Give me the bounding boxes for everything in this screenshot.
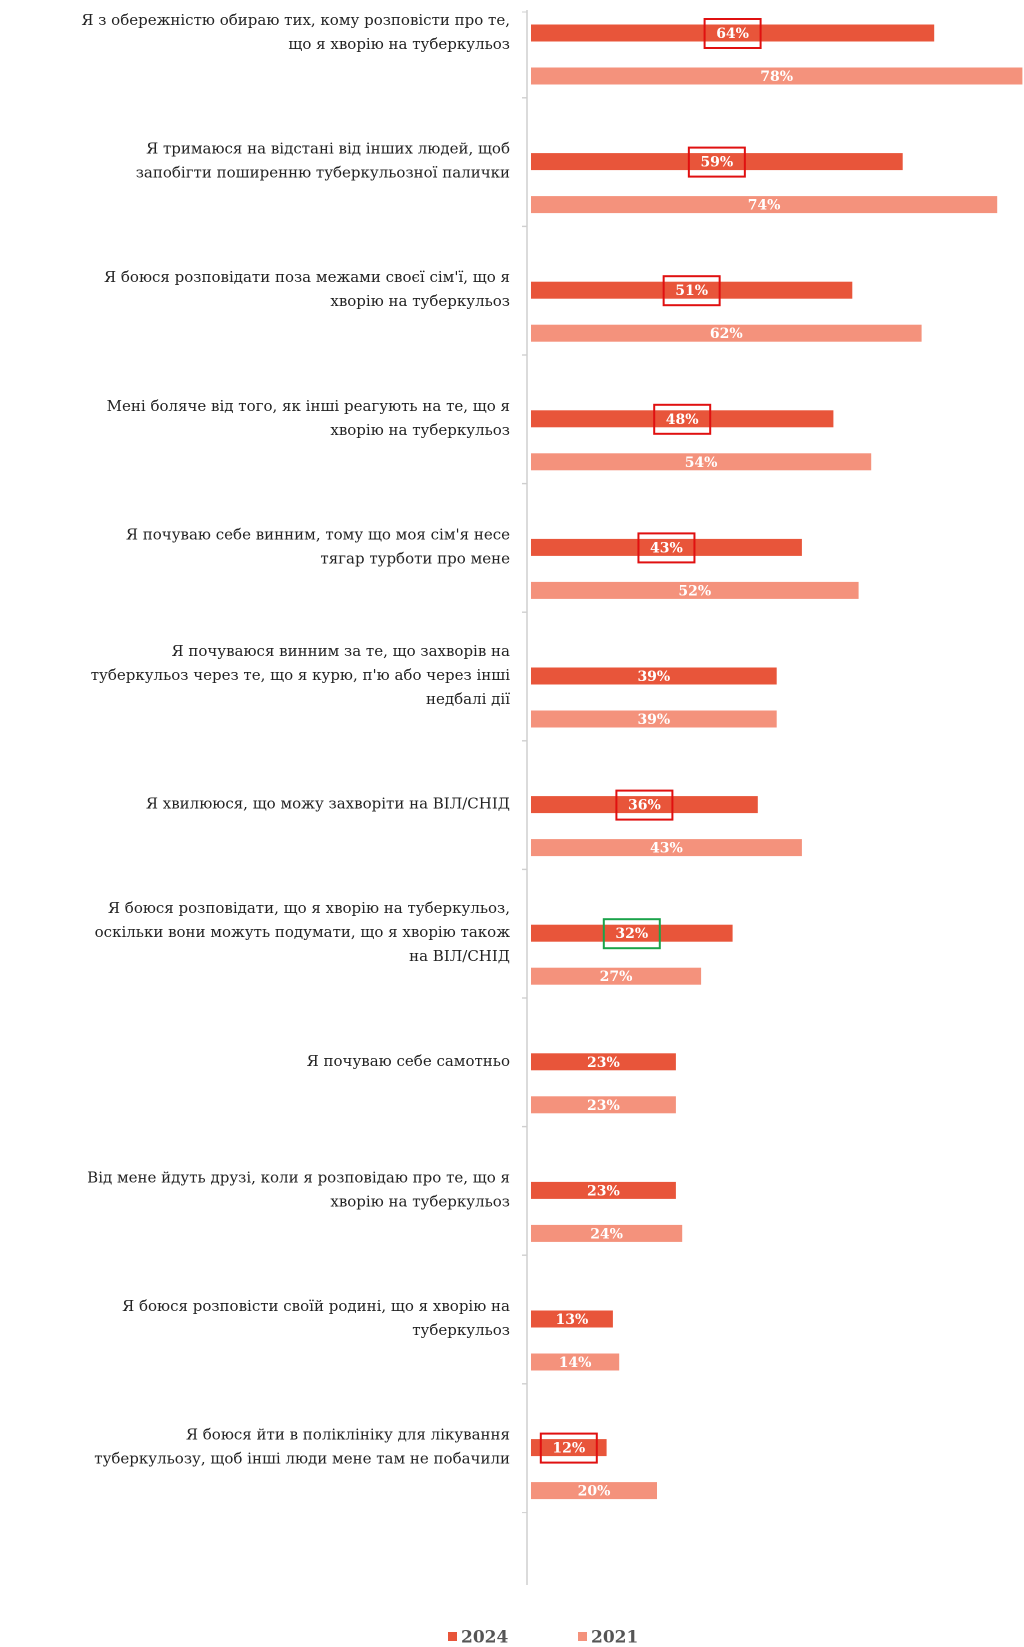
value-label: 23% <box>587 1098 620 1114</box>
value-label: 12% <box>552 1441 585 1457</box>
bar <box>531 1353 620 1371</box>
bar <box>531 1310 613 1328</box>
category-label: Я боюся йти в поліклініку для лікування т… <box>94 1426 510 1468</box>
category-label-line: на ВІЛ/СНІД <box>409 947 510 965</box>
category-label: Я боюся розповідати, що я хворію на тубе… <box>95 899 511 965</box>
highlight-box <box>653 403 712 435</box>
bar <box>531 196 998 214</box>
bar <box>531 581 859 599</box>
legend-swatch <box>578 1632 587 1641</box>
category-label: Я почуваюся винним за те, що захворів на… <box>91 642 510 708</box>
bar <box>531 281 853 299</box>
category-label-line: запобігти поширенню туберкульозної палич… <box>136 164 510 182</box>
category-label-line: Я хвилююся, що можу захворіти на ВІЛ/СНІ… <box>146 795 510 813</box>
legend-label: 2024 <box>461 1628 508 1647</box>
value-label: 74% <box>748 198 781 214</box>
bar <box>531 1482 657 1500</box>
category-label: Я з обережністю обираю тих, кому розпові… <box>81 11 510 53</box>
category-label-line: Я боюся йти в поліклініку для лікування <box>186 1426 510 1444</box>
legend-swatch <box>448 1632 457 1641</box>
category-label-line: Мені боляче від того, як інші реагують н… <box>107 397 510 415</box>
bar <box>531 324 922 342</box>
category-label: Я боюся розповісти своїй родині, що я хв… <box>122 1297 510 1339</box>
value-label: 52% <box>678 583 711 599</box>
category-label: Я хвилююся, що можу захворіти на ВІЛ/СНІ… <box>146 795 510 813</box>
value-label: 78% <box>760 69 793 85</box>
value-label: 39% <box>637 712 670 728</box>
category-label: Я боюся розповідати поза межами своєї сі… <box>104 268 510 310</box>
category-label-line: хворію на туберкульоз <box>330 292 510 310</box>
category-label-line: недбалі дії <box>426 690 510 708</box>
bar <box>531 538 802 556</box>
value-label: 51% <box>675 283 708 299</box>
highlight-box <box>615 789 674 821</box>
value-label: 43% <box>650 841 683 857</box>
highlight-box <box>703 18 762 49</box>
highlight-box <box>539 1432 598 1464</box>
value-label: 32% <box>615 926 648 942</box>
value-label: 36% <box>628 798 661 814</box>
category-label-line: туберкульозу, щоб інші люди мене там не … <box>94 1450 510 1468</box>
category-label-line: Я почуваю себе винним, тому що моя сім'я… <box>126 525 510 543</box>
category-label-line: Я боюся розповісти своїй родині, що я хв… <box>122 1297 510 1315</box>
value-label: 62% <box>710 326 743 342</box>
value-label: 20% <box>578 1484 611 1500</box>
category-label: Я тримаюся на відстані від інших людей, … <box>136 140 510 182</box>
category-label-line: Я з обережністю обираю тих, кому розпові… <box>81 11 510 29</box>
highlight-box <box>637 532 696 564</box>
bar <box>531 1181 676 1199</box>
category-label-line: що я хворію на туберкульоз <box>288 35 510 53</box>
bar <box>531 67 1023 85</box>
highlight-box <box>602 918 661 950</box>
bar <box>531 1053 676 1071</box>
legend-label: 2021 <box>591 1628 638 1647</box>
bar <box>531 453 872 471</box>
bar <box>531 1224 683 1242</box>
value-label: 39% <box>637 669 670 685</box>
category-label-line: туберкульоз <box>412 1321 510 1339</box>
category-label-line: Я боюся розповідати поза межами своєї сі… <box>104 268 510 286</box>
category-label-line: Я тримаюся на відстані від інших людей, … <box>146 140 510 158</box>
bar <box>531 924 733 942</box>
value-label: 54% <box>685 455 718 471</box>
category-label-line: тягар турботи про мене <box>320 549 510 567</box>
bar <box>531 1096 676 1114</box>
category-label-line: туберкульоз через те, що я курю, п'ю або… <box>91 666 510 684</box>
category-label: Мені боляче від того, як інші реагують н… <box>107 397 510 439</box>
category-label-line: Я почуваюся винним за те, що захворів на <box>171 642 510 660</box>
category-label-line: Від мене йдуть друзі, коли я розповідаю … <box>87 1168 510 1186</box>
bar <box>531 710 777 728</box>
bar <box>531 839 802 857</box>
value-label: 23% <box>587 1183 620 1199</box>
value-label: 23% <box>587 1055 620 1071</box>
bar <box>531 667 777 685</box>
category-label-line: хворію на туберкульоз <box>330 421 510 439</box>
bar <box>531 796 758 814</box>
value-label: 27% <box>600 969 633 985</box>
category-label-line: Я боюся розповідати, що я хворію на тубе… <box>108 899 510 917</box>
category-label-line: оскільки вони можуть подумати, що я хвор… <box>95 923 511 941</box>
bar <box>531 410 834 428</box>
category-label-line: хворію на туберкульоз <box>330 1192 510 1210</box>
bar <box>531 967 702 985</box>
highlight-box <box>687 146 746 178</box>
value-label: 64% <box>716 26 749 42</box>
value-label: 43% <box>650 540 683 556</box>
value-label: 13% <box>556 1312 589 1328</box>
category-label-line: Я почуваю себе самотньо <box>307 1052 510 1070</box>
category-label: Від мене йдуть друзі, коли я розповідаю … <box>87 1168 510 1210</box>
highlight-box <box>662 275 721 307</box>
bar <box>531 153 903 171</box>
value-label: 14% <box>559 1355 592 1371</box>
category-label: Я почуваю себе самотньо <box>307 1052 510 1070</box>
value-label: 59% <box>700 155 733 171</box>
bar <box>531 1439 607 1457</box>
value-label: 48% <box>666 412 699 428</box>
value-label: 24% <box>590 1226 623 1242</box>
category-label: Я почуваю себе винним, тому що моя сім'я… <box>126 525 510 567</box>
bar <box>531 24 935 42</box>
